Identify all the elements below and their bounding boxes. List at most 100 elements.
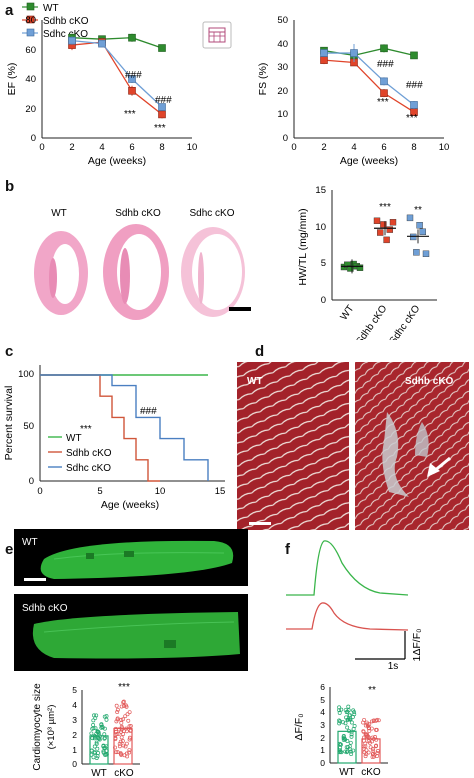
data-point [348, 717, 353, 722]
series-line-0 [323, 47, 415, 57]
scale-bar [229, 307, 251, 311]
fs-ytick-label: 40 [277, 39, 288, 50]
data-point [374, 743, 379, 748]
survival-annotation-hash: ### [140, 406, 157, 417]
ef-xtick-label: 4 [99, 142, 104, 153]
scale-label-dff: 1ΔF/F₀ [411, 629, 423, 662]
data-point [365, 732, 370, 737]
data-point [98, 39, 106, 48]
data-point [124, 741, 129, 746]
data-point [96, 750, 101, 755]
data-point [121, 743, 126, 748]
dff-ytick-label: 1 [320, 745, 325, 755]
data-point [364, 720, 369, 725]
heart-label-wt: WT [51, 208, 67, 219]
data-point [345, 725, 350, 730]
scale-bar [249, 522, 271, 525]
data-point [416, 222, 423, 229]
data-point [363, 754, 368, 759]
ef-xtick-label: 8 [159, 142, 164, 153]
survival-x-axis-label: Age (weeks) [101, 499, 159, 511]
cell-size-ytick-label: 4 [72, 700, 77, 710]
dff-ytick-label: 4 [320, 707, 325, 717]
data-point [127, 737, 132, 742]
data-point [347, 265, 354, 272]
calendar-icon [202, 21, 232, 49]
panel-label-c: c [5, 343, 14, 360]
trichrome-label-wt: WT [247, 376, 263, 387]
panel-b-chart: 0 5 10 15 HW/TL (mg/mm) WT Sdhb cKO Sdhc… [297, 185, 437, 340]
fs-ytick-label: 50 [277, 15, 288, 26]
data-point [115, 716, 120, 721]
survival-xtick-label: 0 [37, 486, 42, 497]
panel-label-e: e [5, 541, 14, 558]
cell-size-annotation: *** [118, 682, 130, 693]
data-point [124, 751, 129, 756]
data-point [365, 734, 370, 739]
data-point [364, 735, 369, 740]
data-point [119, 720, 124, 725]
fs-x-axis-label: Age (weeks) [340, 155, 398, 167]
fs-xtick-label: 10 [439, 142, 450, 153]
panel-label-b: b [5, 178, 15, 195]
data-point [115, 710, 120, 714]
data-point [352, 712, 357, 717]
data-point [121, 700, 126, 705]
data-point [374, 727, 379, 732]
fs-marks [320, 44, 418, 116]
fs-xtick-label: 2 [321, 142, 326, 153]
survival-xtick-label: 10 [155, 486, 166, 497]
fs-annotation-hash: ### [406, 80, 423, 91]
data-point [406, 214, 414, 222]
data-point [128, 75, 136, 83]
data-point [125, 712, 130, 717]
hwtl-ytick-label: 15 [315, 185, 326, 196]
data-point [114, 750, 119, 755]
data-point [127, 748, 132, 753]
ef-ytick-label: 80 [25, 15, 36, 26]
arrow-icon [427, 456, 451, 477]
calcium-transient-traces: 1ΔF/F₀ 1s [286, 540, 423, 670]
panel-label-d: d [255, 343, 265, 360]
data-point [96, 736, 100, 741]
survival-legend-label-sdhb: Sdhb cKO [66, 448, 112, 459]
data-point [361, 720, 365, 725]
data-point [361, 744, 366, 749]
data-point [366, 726, 371, 731]
data-point [102, 746, 107, 750]
legend-marker-sdhc [26, 28, 35, 37]
data-point [94, 741, 99, 746]
data-point [341, 734, 346, 739]
data-point [361, 746, 366, 751]
data-point [422, 250, 430, 258]
data-point [361, 729, 366, 734]
cell-label-sdhb: Sdhb cKO [22, 603, 68, 614]
data-point [117, 744, 122, 749]
survival-legend-label-wt: WT [66, 433, 82, 444]
data-point [102, 732, 107, 737]
data-point [121, 732, 126, 736]
data-point [102, 736, 107, 741]
data-point [338, 748, 342, 753]
hwtl-ytick-label: 5 [321, 258, 326, 269]
data-point [409, 233, 417, 241]
ef-annotation-hash: ### [125, 70, 142, 81]
data-point [345, 749, 350, 754]
dff-ytick-label: 0 [320, 758, 325, 768]
scale-label-time: 1s [388, 661, 399, 670]
data-point [337, 710, 342, 715]
data-point [127, 750, 132, 755]
fs-xtick-label: 4 [351, 142, 356, 153]
fs-annotation-hash: ### [377, 59, 394, 70]
data-point [124, 726, 129, 731]
data-point [123, 714, 128, 719]
cell-size-ytick-label: 2 [72, 730, 77, 740]
sdhb-heart-section [103, 224, 169, 320]
fs-ytick-label: 30 [277, 62, 288, 73]
hwtl-y-axis-label: HW/TL (mg/mm) [297, 208, 309, 285]
hwtl-ytick-label: 0 [321, 295, 326, 306]
ef-chart: 0 20 40 60 80 0 2 4 6 8 10 Age (weeks) E… [6, 15, 197, 167]
data-point [93, 716, 98, 721]
cell-size-ytick-label: 3 [72, 715, 77, 725]
ef-xtick-label: 10 [187, 142, 198, 153]
